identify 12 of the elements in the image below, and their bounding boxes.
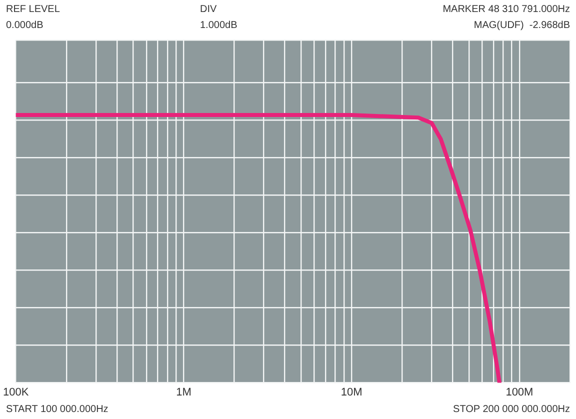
x-tick-label: 1M: [176, 386, 192, 398]
x-tick-label: 100K: [2, 386, 30, 398]
text: START 100 000.000Hz: [6, 404, 108, 415]
text: STOP 200 000 000.000Hz: [453, 404, 570, 415]
text: 0.000dB: [6, 20, 44, 31]
text: MARKER 48 310 791.000Hz: [442, 4, 570, 15]
x-tick-label: 100M: [506, 386, 534, 398]
text: DIV: [200, 4, 217, 15]
text: MAG(UDF) -2.968dB: [474, 20, 570, 31]
text: REF LEVEL: [6, 4, 60, 15]
text: 1.000dB: [200, 20, 238, 31]
x-tick-label: 10M: [340, 386, 362, 398]
